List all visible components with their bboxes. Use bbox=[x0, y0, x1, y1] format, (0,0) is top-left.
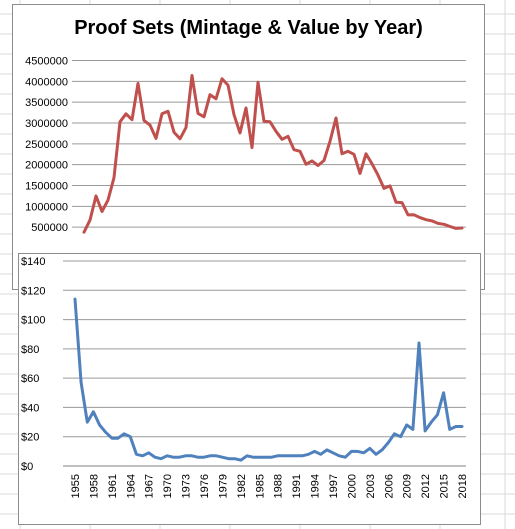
x-tick-label: 1985 bbox=[254, 474, 266, 498]
x-tick-label: 1961 bbox=[107, 474, 119, 498]
x-tick-label: 2009 bbox=[402, 474, 414, 498]
y-tick-label: $120 bbox=[21, 285, 45, 297]
x-tick-label: 1979 bbox=[217, 474, 229, 498]
chart-title: Proof Sets (Mintage & Value by Year) bbox=[74, 17, 423, 39]
y-tick-label: $60 bbox=[21, 373, 39, 385]
series-line bbox=[82, 74, 464, 234]
x-tick-label: 1982 bbox=[236, 474, 248, 498]
y-tick-label: 2500000 bbox=[25, 139, 68, 151]
mintage-chart[interactable]: Proof Sets (Mintage & Value by Year) 500… bbox=[12, 4, 485, 290]
x-tick-label: 1988 bbox=[273, 474, 285, 498]
value-chart[interactable]: $0 $20 $40 $60 $80 $100 $120 $140 1955 1958 1961 19… bbox=[18, 253, 481, 525]
x-tick-label: 1964 bbox=[125, 474, 137, 498]
y-tick-label: $0 bbox=[21, 461, 33, 473]
x-tick-label: 2018 bbox=[457, 474, 469, 498]
y-tick-label: $20 bbox=[21, 432, 39, 444]
x-tick-label: 1994 bbox=[310, 474, 322, 498]
x-tick-label: 1955 bbox=[70, 474, 82, 498]
y-tick-label: $140 bbox=[21, 256, 45, 268]
x-tick-label: 1997 bbox=[328, 474, 340, 498]
y-tick-label: 3000000 bbox=[25, 118, 68, 130]
mintage-plot: 500000 1000000 1500000 2000000 2500000 300000… bbox=[25, 56, 466, 234]
y-tick-label: 3500000 bbox=[25, 97, 68, 109]
y-tick-label: 4000000 bbox=[25, 76, 68, 88]
y-tick-label: 1500000 bbox=[25, 181, 68, 193]
series-line bbox=[73, 297, 464, 462]
x-tick-label: 1967 bbox=[144, 474, 156, 498]
x-tick-label: 1976 bbox=[199, 474, 211, 498]
y-tick-label: 4500000 bbox=[25, 56, 68, 68]
x-tick-label: 2003 bbox=[365, 474, 377, 498]
x-tick-label: 2006 bbox=[383, 474, 395, 498]
x-tick-label: 1970 bbox=[162, 474, 174, 498]
x-tick-label: 1958 bbox=[88, 474, 100, 498]
x-tick-label: 1973 bbox=[181, 474, 193, 498]
x-tick-label: 2012 bbox=[420, 474, 432, 498]
y-tick-label: 1000000 bbox=[25, 201, 68, 213]
y-tick-label: $40 bbox=[21, 402, 39, 414]
x-tick-label: 2015 bbox=[439, 474, 451, 498]
y-tick-label: $100 bbox=[21, 315, 45, 327]
y-tick-label: 500000 bbox=[31, 222, 68, 234]
x-tick-label: 2000 bbox=[346, 474, 358, 498]
x-tick-label: 1991 bbox=[291, 474, 303, 498]
y-tick-label: 2000000 bbox=[25, 160, 68, 172]
y-tick-label: $80 bbox=[21, 344, 39, 356]
value-plot: $0 $20 $40 $60 $80 $100 $120 $140 1955 1958 1961 19… bbox=[21, 256, 469, 498]
